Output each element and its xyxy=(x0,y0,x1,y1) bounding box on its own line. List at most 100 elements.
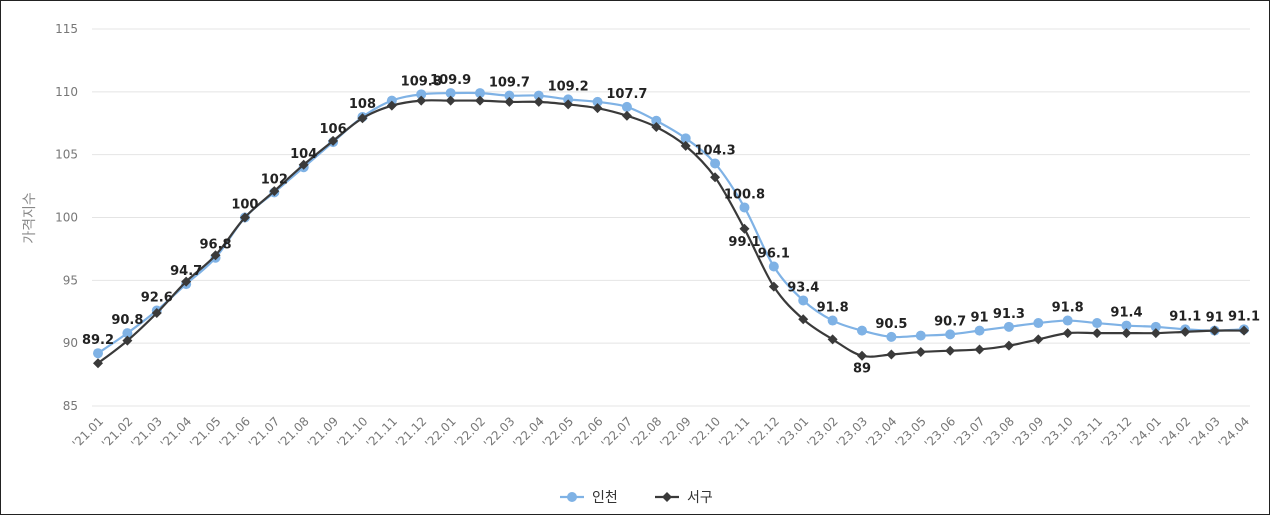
data-point xyxy=(798,295,809,306)
legend-marker xyxy=(567,492,577,502)
legend-item-1[interactable]: 인천 xyxy=(560,490,618,506)
data-label: 106 xyxy=(320,122,347,137)
data-point xyxy=(504,96,515,107)
data-label: 108 xyxy=(349,97,376,112)
series-2 xyxy=(93,95,1249,369)
data-label: 92.6 xyxy=(141,290,173,305)
data-point xyxy=(533,90,544,101)
x-tick-label: '23.10 xyxy=(1039,414,1076,451)
data-point xyxy=(768,261,779,272)
x-tick-label: '22.03 xyxy=(481,414,518,451)
data-point xyxy=(122,328,133,339)
data-label: 104.3 xyxy=(695,143,736,158)
legend-marker xyxy=(662,492,672,502)
data-point xyxy=(798,314,809,325)
x-tick-label: '24.03 xyxy=(1186,414,1223,451)
data-point xyxy=(563,94,574,105)
data-point xyxy=(533,96,544,107)
data-point xyxy=(592,96,603,107)
data-point xyxy=(445,88,456,99)
data-label: 96.8 xyxy=(199,238,231,253)
data-point xyxy=(915,330,926,341)
data-label: 91.1 xyxy=(1169,309,1201,324)
y-tick-label: 110 xyxy=(55,85,78,99)
data-point xyxy=(298,159,309,170)
gridlines xyxy=(92,28,1250,407)
data-label: 109.9 xyxy=(430,73,471,88)
data-point xyxy=(1150,321,1161,332)
data-label: 91.1 xyxy=(1228,309,1260,324)
data-label: 102 xyxy=(261,172,288,187)
x-tick-label: '23.08 xyxy=(981,414,1018,451)
data-label: 91.3 xyxy=(993,307,1025,322)
data-label: 109.2 xyxy=(548,79,589,94)
legend[interactable]: 인천 서구 xyxy=(560,490,713,506)
data-point xyxy=(680,140,691,151)
data-point xyxy=(886,349,897,360)
x-tick-label: '22.04 xyxy=(510,414,547,451)
data-point xyxy=(1209,325,1220,336)
data-label: 90.8 xyxy=(111,313,143,328)
legend-item-2[interactable]: 서구 xyxy=(655,490,713,506)
x-tick-label: '23.11 xyxy=(1069,414,1106,451)
data-label: 91.8 xyxy=(817,301,849,316)
data-point xyxy=(122,335,133,346)
data-point xyxy=(357,113,368,124)
data-point xyxy=(974,325,985,336)
data-point xyxy=(386,95,397,106)
x-tick-label: '22.12 xyxy=(745,414,782,451)
data-point xyxy=(1092,318,1103,329)
legend-label: 인천 xyxy=(592,490,618,506)
x-tick-label: '21.07 xyxy=(246,414,283,451)
x-tick-label: '23.01 xyxy=(775,414,812,451)
data-label: 89 xyxy=(853,362,871,377)
x-tick-label: '21.02 xyxy=(99,414,136,451)
x-tick-label: '23.09 xyxy=(1010,414,1047,451)
x-tick-label: '21.03 xyxy=(128,414,165,451)
y-tick-label: 100 xyxy=(55,211,78,225)
data-label: 100.8 xyxy=(724,187,765,202)
data-point xyxy=(886,331,897,342)
data-point xyxy=(739,202,750,213)
data-point xyxy=(621,110,632,121)
x-tick-label: '21.10 xyxy=(334,414,371,451)
y-tick-label: 85 xyxy=(63,399,78,413)
data-point xyxy=(1033,318,1044,329)
data-point xyxy=(93,348,103,359)
x-tick-label: '23.04 xyxy=(863,414,900,451)
data-point xyxy=(93,358,103,369)
x-tick-label: '24.01 xyxy=(1127,414,1164,451)
y-axis-label: 가격지수 xyxy=(22,192,38,244)
data-point xyxy=(181,276,192,287)
data-point xyxy=(1062,328,1073,339)
data-point xyxy=(416,89,427,100)
data-point xyxy=(386,100,397,111)
legend-label: 서구 xyxy=(687,490,713,506)
data-point xyxy=(475,88,485,99)
data-point xyxy=(1062,315,1073,326)
data-point xyxy=(1092,328,1103,339)
data-point xyxy=(710,172,721,183)
x-axis-ticks: '21.01'21.02'21.03'21.04'21.05'21.06'21.… xyxy=(70,414,1253,451)
data-label: 104 xyxy=(290,147,317,162)
data-point xyxy=(1121,320,1132,331)
y-tick-label: 95 xyxy=(63,273,78,287)
x-tick-label: '21.06 xyxy=(217,414,254,451)
data-label: 100 xyxy=(231,198,258,213)
data-label: 93.4 xyxy=(787,280,819,295)
data-point xyxy=(210,250,221,261)
x-tick-label: '21.01 xyxy=(70,414,107,451)
x-tick-label: '21.12 xyxy=(393,414,430,451)
data-label: 90.7 xyxy=(934,314,966,329)
data-point xyxy=(592,103,603,114)
x-tick-label: '24.02 xyxy=(1157,414,1194,451)
y-tick-label: 90 xyxy=(63,336,78,350)
x-tick-label: '22.07 xyxy=(599,414,636,451)
x-tick-label: '21.11 xyxy=(363,414,400,451)
data-point xyxy=(680,133,691,144)
data-label: 91 xyxy=(1206,311,1224,326)
data-point xyxy=(1239,325,1249,336)
x-tick-label: '23.03 xyxy=(834,414,871,451)
x-tick-label: '21.08 xyxy=(275,414,312,451)
